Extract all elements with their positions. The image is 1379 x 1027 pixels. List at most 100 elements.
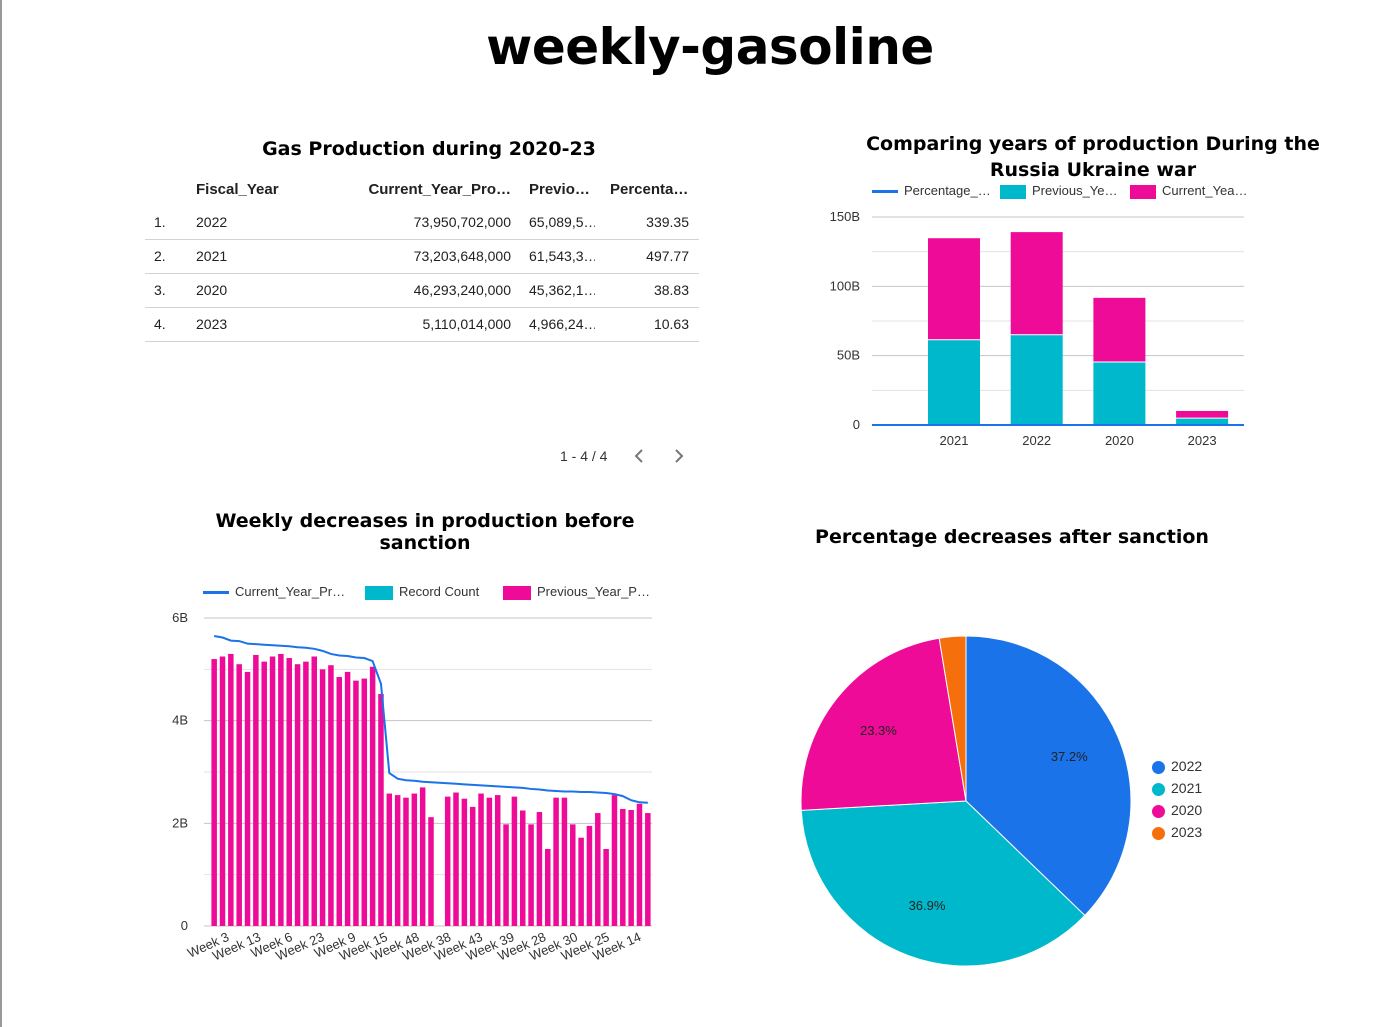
table-row[interactable]: 2. 2021 73,203,648,000 61,543,3… 497.77	[145, 240, 699, 274]
x-tick-label: 2023	[1188, 433, 1217, 448]
legend-box-swatch	[1000, 184, 1026, 199]
column-header-previous-year[interactable]: Previo…	[529, 181, 590, 198]
table-row[interactable]: 1. 2022 73,950,702,000 65,089,5… 339.35	[145, 206, 699, 240]
y-tick-label: 100B	[830, 278, 860, 293]
bar-previous-year	[461, 798, 468, 926]
bar-previous-year	[1176, 418, 1229, 425]
legend-dot	[1152, 760, 1165, 774]
legend-item[interactable]: 2022	[1152, 758, 1202, 774]
bar-previous-year	[361, 678, 368, 926]
chart-legend-years: Percentage_… Previous_Ye… Current_Yea…	[872, 183, 1252, 201]
stacked-bar-chart: 0 50B 100B 150B 2021 2022 2020 2023	[830, 209, 1244, 448]
legend-box-swatch	[1130, 184, 1156, 199]
bar-previous-year	[1093, 362, 1146, 425]
row-index: 3.	[154, 282, 166, 298]
legend-item[interactable]: Record Count	[365, 584, 479, 600]
cell-previous-year: 45,362,1…	[529, 282, 595, 298]
bar-previous-year	[553, 797, 559, 926]
production-table: Fiscal_Year Current_Year_Pro… Previo… Pe…	[145, 176, 699, 342]
pie-chart: 37.2% 36.9% 23.3%	[800, 635, 1132, 967]
bar-previous-year	[536, 812, 543, 926]
bar-previous-year	[294, 664, 301, 926]
bar-previous-year	[486, 797, 493, 926]
table-row[interactable]: 4. 2023 5,110,014,000 4,966,24… 10.63	[145, 308, 699, 342]
y-tick-label: 150B	[830, 209, 860, 224]
table-title: Gas Production during 2020-23	[262, 138, 596, 160]
legend-label: 2022	[1171, 758, 1203, 774]
legend-item[interactable]: Current_Yea…	[1130, 183, 1248, 199]
legend-item[interactable]: Percentage_…	[872, 183, 991, 198]
y-tick-label: 0	[853, 417, 860, 432]
bar-previous-year	[645, 813, 651, 926]
bar-previous-year	[403, 797, 409, 926]
bar-previous-year	[219, 656, 226, 926]
legend-item[interactable]: 2020	[1152, 802, 1202, 818]
cell-previous-year: 61,543,3…	[529, 248, 595, 264]
bar-previous-year	[319, 669, 326, 926]
bar-previous-year	[453, 792, 459, 926]
y-tick-label: 4B	[172, 713, 188, 728]
chart-title-years: Comparing years of production During the…	[866, 133, 1320, 181]
bar-previous-year	[494, 795, 501, 926]
bar-previous-year	[428, 817, 434, 926]
bar-previous-year	[578, 837, 584, 926]
page-title: weekly-gasoline	[486, 18, 934, 76]
x-tick-label: 2022	[1022, 433, 1051, 448]
column-header-current-year[interactable]: Current_Year_Pro…	[368, 181, 511, 198]
pagination-label: 1 - 4 / 4	[560, 448, 608, 464]
bar-previous-year	[511, 796, 518, 926]
legend-dot	[1152, 782, 1165, 796]
row-index: 2.	[154, 248, 166, 264]
pie-slice-label: 36.9%	[909, 898, 946, 913]
legend-item[interactable]: 2021	[1152, 780, 1202, 796]
bar-previous-year	[386, 793, 393, 926]
legend-item[interactable]: 2023	[1152, 824, 1202, 840]
previous-page-button[interactable]	[632, 444, 646, 473]
bar-previous-year	[378, 693, 384, 926]
y-tick-label: 6B	[172, 610, 188, 625]
bar-previous-year	[211, 659, 217, 926]
column-header-percentage[interactable]: Percenta…	[610, 181, 689, 198]
next-page-button[interactable]	[672, 444, 686, 473]
chevron-right-icon	[675, 449, 684, 463]
cell-percentage: 38.83	[653, 282, 689, 298]
legend-item[interactable]: Previous_Year_P…	[503, 584, 650, 600]
bar-previous-year	[503, 824, 509, 926]
pie-slice	[800, 637, 967, 811]
bar-current-year	[1176, 410, 1229, 419]
legend-label: 2023	[1171, 824, 1203, 840]
bar-previous-year	[478, 793, 484, 926]
table-row[interactable]: 3. 2020 46,293,240,000 45,362,1… 38.83	[145, 274, 699, 308]
column-header-fiscal-year[interactable]: Fiscal_Year	[196, 181, 279, 198]
cell-current-year: 73,203,648,000	[413, 248, 511, 264]
current-year-line	[213, 634, 648, 804]
bar-previous-year	[586, 825, 593, 926]
bar-previous-year	[928, 339, 980, 425]
bar-previous-year	[545, 849, 551, 926]
bar-previous-year	[636, 803, 643, 926]
cell-current-year: 5,110,014,000	[422, 316, 512, 332]
bar-previous-year	[336, 677, 343, 926]
legend-label: 2020	[1171, 802, 1203, 818]
cell-current-year: 46,293,240,000	[413, 282, 511, 298]
bar-previous-year	[253, 654, 259, 926]
legend-box-swatch	[503, 585, 531, 600]
cell-fiscal-year: 2021	[196, 248, 228, 264]
legend-label: Record Count	[399, 584, 480, 599]
bar-previous-year	[411, 793, 418, 926]
cell-percentage: 497.77	[646, 248, 689, 264]
x-tick-label: 2021	[940, 433, 969, 448]
cell-percentage: 339.35	[646, 214, 689, 230]
bar-current-year	[1093, 297, 1146, 363]
bar-previous-year	[469, 806, 476, 926]
legend-item[interactable]: Previous_Ye…	[1000, 183, 1118, 199]
bar-previous-year	[261, 661, 267, 926]
bar-previous-year	[286, 658, 292, 926]
cell-previous-year: 65,089,5…	[529, 214, 595, 230]
legend-item[interactable]: Current_Year_Pr…	[203, 584, 345, 599]
bar-previous-year	[369, 666, 376, 926]
pie-slice	[800, 800, 1086, 967]
y-tick-label: 50B	[837, 348, 860, 363]
row-index: 4.	[154, 316, 166, 332]
